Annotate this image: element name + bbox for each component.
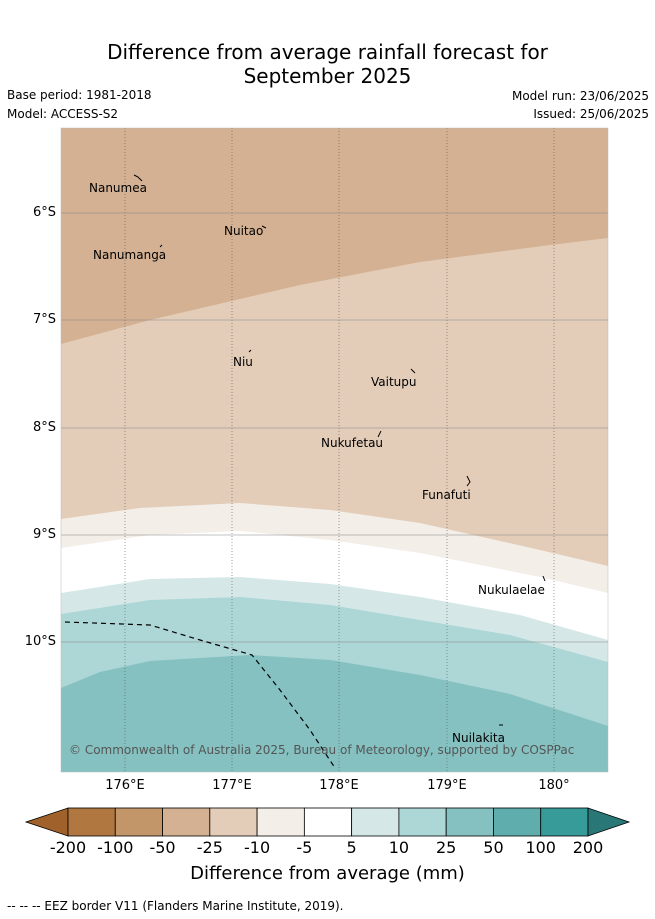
colorbar-segment: [209, 807, 258, 837]
latitude-lines: [61, 212, 608, 643]
colorbar-segment: [493, 807, 542, 837]
place-label-nuilakita: Nuilakita: [452, 731, 505, 745]
colorbar-tick-label: 10: [388, 838, 410, 857]
colorbar-tick-label: 100: [525, 838, 556, 857]
place-labels: Nanumea Nuitao Nanumanga Niu Vaitupu Nuk…: [89, 181, 545, 745]
issued-text: Issued: 25/06/2025: [533, 107, 649, 121]
place-label-funafuti: Funafuti: [422, 488, 471, 502]
band-25-to-50: [61, 655, 608, 772]
place-label-niu: Niu: [233, 355, 253, 369]
map-frame: [60, 127, 609, 773]
rainfall-bands: [61, 128, 608, 772]
place-label-nukulaelae: Nukulaelae: [478, 583, 545, 597]
lon-tick-177e: 177°E: [212, 778, 252, 793]
eez-border: [64, 621, 336, 769]
colorbar-segment: [162, 807, 211, 837]
band-minus-50-to-minus-25: [61, 128, 608, 344]
colorbar-segment: [67, 807, 116, 837]
colorbar-extend-high: [587, 807, 631, 837]
map-title-line2: September 2025: [243, 64, 412, 88]
place-label-nuitao: Nuitao: [224, 224, 263, 238]
colorbar-tick-label: -10: [244, 838, 271, 857]
lat-tick-6s: 6°S: [32, 205, 56, 220]
colorbar-tick-label: 5: [346, 838, 357, 857]
colorbar-tick-label: -50: [149, 838, 176, 857]
colorbar-tick-label: -25: [196, 838, 223, 857]
base-period-text: Base period: 1981-2018: [7, 88, 152, 102]
colorbar-tick-label: 200: [572, 838, 604, 857]
colorbar-tick-label: -200: [49, 838, 87, 857]
lon-tick-180: 180°: [538, 778, 570, 793]
eez-legend-note: -- -- -- EEZ border V11 (Flanders Marine…: [7, 899, 344, 913]
place-label-nanumanga: Nanumanga: [93, 248, 166, 262]
lat-tick-9s: 9°S: [32, 527, 56, 542]
colorbar-title: Difference from average (mm): [190, 863, 465, 884]
colorbar-segment: [256, 807, 305, 837]
place-label-nukufetau: Nukufetau: [321, 436, 383, 450]
lon-tick-178e: 178°E: [319, 778, 359, 793]
colorbar-tick-label: -5: [296, 838, 313, 857]
colorbar-segment: [445, 807, 494, 837]
model-text: Model: ACCESS-S2: [7, 107, 119, 121]
place-label-vaitupu: Vaitupu: [371, 375, 417, 389]
lon-tick-179e: 179°E: [427, 778, 467, 793]
map-title: Difference from average rainfall forecas…: [0, 40, 655, 88]
map-title-line1: Difference from average rainfall forecas…: [107, 40, 548, 64]
copyright-text: © Commonwealth of Australia 2025, Bureau…: [69, 743, 574, 757]
colorbar-segment: [540, 807, 589, 837]
colorbar-extend-low: [24, 807, 69, 837]
colorbar-tick-label: 50: [483, 838, 504, 857]
place-label-nanumea: Nanumea: [89, 181, 147, 195]
lon-tick-176e: 176°E: [105, 778, 145, 793]
colorbar-tick-label: 25: [435, 838, 457, 857]
island-outlines: [133, 174, 546, 726]
graticule: [124, 128, 555, 772]
colorbar: [24, 807, 631, 837]
colorbar-segment: [114, 807, 163, 837]
colorbar-segment: [398, 807, 447, 837]
lat-tick-7s: 7°S: [32, 312, 56, 327]
colorbar-tick-label: -100: [97, 838, 134, 857]
lat-tick-8s: 8°S: [32, 420, 56, 435]
colorbar-segment: [303, 807, 353, 837]
model-run-text: Model run: 23/06/2025: [511, 89, 649, 103]
lat-tick-10s: 10°S: [24, 634, 56, 649]
colorbar-segment: [351, 807, 400, 837]
